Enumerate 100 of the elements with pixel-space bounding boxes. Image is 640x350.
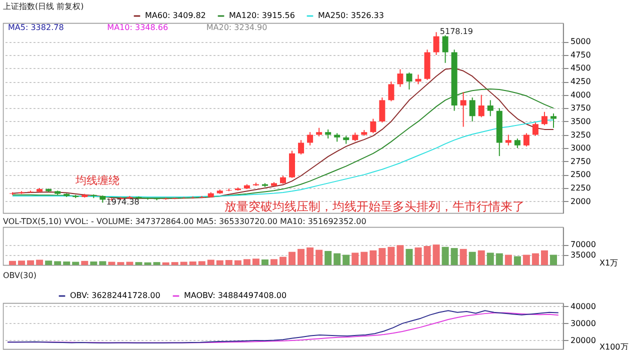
bar (424, 246, 431, 265)
bar (99, 261, 106, 265)
candlestick (406, 72, 412, 90)
y-tick-label: 3500 (570, 116, 591, 126)
y-tick-label: 20000 (570, 336, 596, 345)
bar (450, 248, 458, 265)
bar (72, 262, 80, 265)
candlestick (487, 100, 494, 117)
y-axis-title: X1万 (600, 258, 618, 268)
y-tick-label: 30000 (570, 318, 596, 328)
y-tick-label: 35000 (570, 250, 596, 260)
y-tick-label: 3750 (570, 104, 591, 113)
bar (171, 262, 178, 265)
candlestick (478, 94, 484, 118)
bar (406, 248, 413, 265)
candlestick (523, 132, 530, 147)
candlestick (514, 138, 520, 149)
bar (334, 253, 341, 265)
bar (45, 260, 52, 265)
bar (243, 259, 250, 265)
bar (504, 254, 512, 265)
candlestick (460, 92, 466, 128)
legend-label: OBV: 36282441728.00 (70, 291, 160, 300)
y-tick-label: 4750 (570, 50, 591, 60)
bar (370, 250, 377, 265)
bar (261, 259, 268, 265)
y-tick-label: 2500 (570, 170, 591, 180)
candlestick (10, 192, 16, 196)
bar (135, 262, 142, 265)
annotation: 均线缠绕 (74, 174, 120, 188)
bar (414, 247, 422, 265)
legend-label: MA60: 3409.82 (145, 11, 206, 20)
candlestick (433, 32, 440, 56)
bar (216, 260, 224, 265)
legend-label: MA120: 3915.56 (229, 11, 295, 20)
y-tick-label: 70000 (570, 240, 596, 250)
bar (27, 260, 34, 265)
candlestick (532, 122, 538, 136)
bar (280, 256, 286, 265)
bar (225, 260, 232, 265)
bar (153, 262, 160, 265)
line-series (12, 68, 554, 199)
candlestick (289, 150, 296, 178)
bar (252, 258, 260, 265)
candlestick (307, 132, 314, 146)
candlestick (442, 34, 448, 64)
bar (270, 259, 278, 265)
y-tick-label: 3250 (570, 130, 591, 140)
bar (126, 262, 134, 265)
bar (388, 246, 395, 265)
bar (486, 252, 494, 265)
bar (316, 250, 323, 265)
bar (63, 261, 70, 265)
bar (234, 260, 242, 265)
annotation: 放量突破均线压制，均线开始呈多头排列，牛市行情来了 (224, 200, 524, 214)
bar (117, 262, 124, 265)
bar (306, 247, 314, 265)
candlestick (541, 111, 548, 126)
bar (90, 261, 98, 265)
bar (550, 254, 557, 265)
bar (9, 260, 16, 265)
chart-title: 上证指数(日线 前复权) (3, 2, 84, 11)
annotation: MA20: 3234.90 (206, 23, 268, 32)
bar (514, 256, 521, 265)
bar (180, 262, 188, 265)
candlestick (388, 81, 394, 102)
bar (324, 250, 332, 265)
annotation: MA10: 3348.66 (107, 23, 168, 32)
candlestick (379, 97, 386, 124)
candlestick (415, 74, 422, 85)
bar (54, 261, 62, 265)
y-tick-label: 2750 (570, 156, 591, 166)
bar (342, 254, 350, 265)
chart-title: OBV(30) (3, 271, 36, 280)
chart-title: VOL-TDX(5,10) VVOL: - VOLUME: 347372864.00 MA5: 365330720.00 MA10: 351692352.00 (3, 217, 366, 226)
annotation: 5178.19 (440, 27, 473, 36)
annotation: 1974.38 (106, 198, 140, 207)
bar (189, 261, 196, 265)
bar (36, 260, 44, 265)
bar (540, 250, 548, 265)
y-tick-label: 4500 (570, 64, 591, 73)
candlestick (550, 112, 556, 128)
candlestick (505, 134, 512, 146)
bar (298, 248, 305, 265)
bar (378, 248, 386, 265)
bar (352, 252, 359, 265)
annotation: MA5: 3382.78 (8, 23, 64, 32)
bar (207, 260, 214, 265)
bar (396, 245, 404, 265)
bar (496, 253, 503, 265)
bar (162, 262, 170, 265)
bar (198, 261, 206, 265)
bar (522, 254, 530, 265)
y-tick-label: 4000 (570, 90, 591, 100)
bar (532, 253, 539, 265)
y-tick-label: 2000 (570, 196, 591, 206)
bar (478, 250, 485, 265)
bar (460, 248, 467, 265)
y-tick-label: 3000 (570, 144, 591, 153)
bar (81, 260, 88, 265)
